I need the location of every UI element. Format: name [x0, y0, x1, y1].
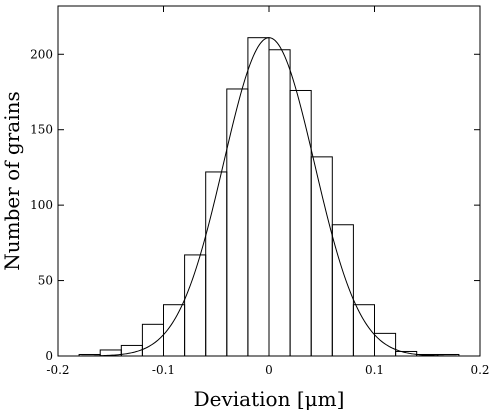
- plot-content: [78, 37, 460, 357]
- y-tick-label: 150: [30, 123, 53, 137]
- x-tick-label: 0.1: [365, 363, 384, 377]
- histogram-bar: [374, 332, 397, 357]
- histogram-bar: [247, 37, 270, 357]
- y-axis: 0 50 100 150 200: [30, 47, 480, 363]
- histogram-bar: [310, 156, 333, 357]
- x-axis-title: Deviation [μm]: [194, 387, 345, 411]
- y-tick-label: 100: [30, 198, 53, 212]
- y-tick-label: 200: [30, 47, 53, 61]
- histogram-bar: [205, 171, 228, 357]
- histogram-bar: [141, 323, 164, 357]
- x-tick-label: 0.2: [470, 363, 489, 377]
- x-axis: -0.2 -0.1 0 0.1 0.2: [46, 6, 490, 377]
- y-axis-title: Number of grains: [0, 91, 24, 271]
- gaussian-fit-curve: [79, 37, 459, 357]
- x-tick-label: -0.2: [46, 363, 69, 377]
- histogram-bar: [289, 89, 312, 357]
- histogram-bar: [226, 88, 249, 357]
- x-tick-label: 0: [265, 363, 273, 377]
- y-tick-label: 0: [45, 349, 53, 363]
- x-tick-label: -0.1: [152, 363, 175, 377]
- histogram-bar: [331, 224, 354, 357]
- histogram-bar: [268, 49, 291, 357]
- y-tick-label: 50: [38, 274, 53, 288]
